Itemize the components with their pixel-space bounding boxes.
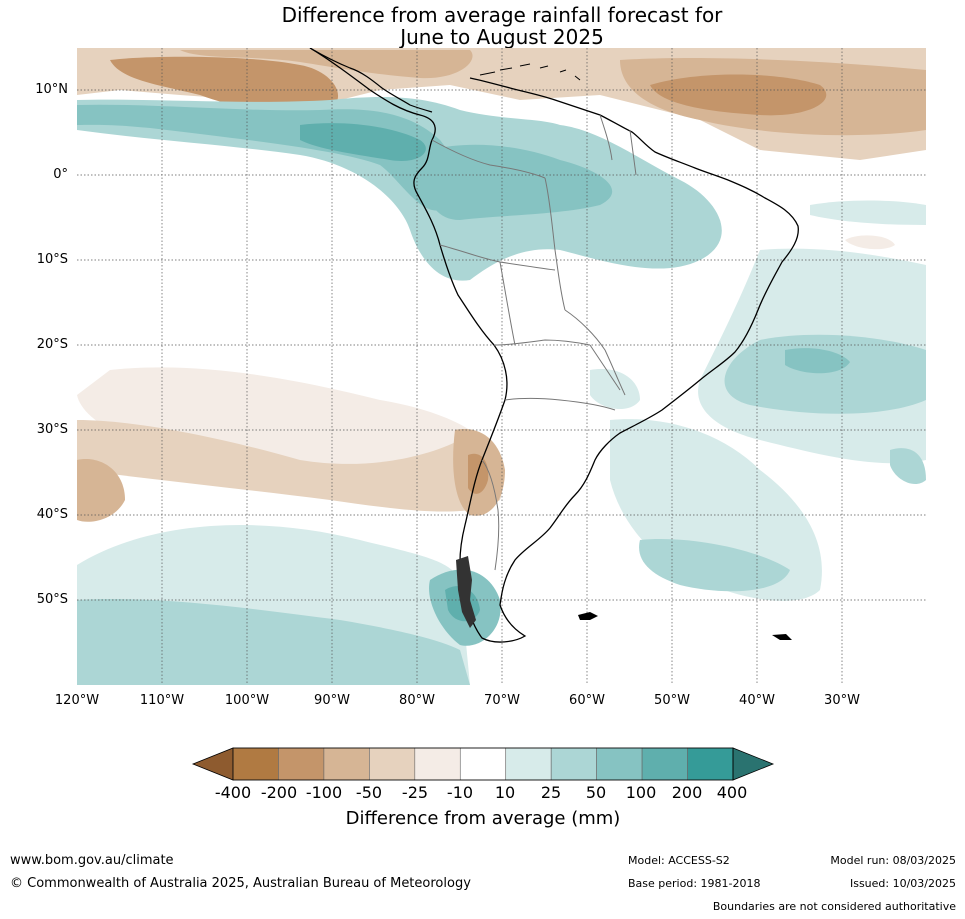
colorbar-swatch: [550, 747, 597, 781]
anomaly-fields: [77, 48, 926, 685]
lat-label-10s: 10°S: [36, 252, 68, 267]
dry-far-west: [77, 459, 125, 522]
colorbar-label: 25: [540, 783, 562, 802]
dry-core-east-2: [650, 74, 827, 116]
lon-label-90w: 90°W: [314, 693, 350, 708]
colorbar-swatch: [278, 747, 325, 781]
colorbar-border: [232, 747, 734, 781]
colorbar-label: -10: [446, 783, 474, 802]
dry-atlantic-patch: [845, 235, 895, 250]
wet-east-far: [890, 448, 926, 485]
wet-east-amazon: [607, 200, 721, 251]
caribbean-islands: [479, 63, 581, 81]
lon-label-40w: 40°W: [739, 693, 775, 708]
footer-url: www.bom.gov.au/climate: [10, 853, 174, 868]
colorbar-swatch: [596, 747, 643, 781]
colorbar-label: -100: [305, 783, 343, 802]
lat-label-40s: 40°S: [36, 507, 68, 522]
lon-label-120w: 120°W: [54, 693, 100, 708]
central-america-coastline: [309, 48, 433, 113]
lat-label-10n: 10°N: [35, 82, 68, 97]
title-line-2: June to August 2025: [400, 25, 604, 49]
colorbar-label: -25: [401, 783, 429, 802]
lat-label-50s: 50°S: [36, 592, 68, 607]
colorbar-swatch: [687, 747, 734, 781]
lon-label-50w: 50°W: [654, 693, 690, 708]
colorbar-label: -400: [214, 783, 252, 802]
footer-model-run: Model run: 08/03/2025: [830, 854, 956, 867]
colorbar-title: Difference from average (mm): [345, 808, 621, 829]
falkland-islands: [578, 612, 598, 620]
wet-la-plata: [590, 369, 640, 410]
lat-label-20s: 20°S: [36, 337, 68, 352]
colorbar-label: -200: [260, 783, 298, 802]
colorbar-swatch: [369, 747, 416, 781]
lon-label-100w: 100°W: [224, 693, 270, 708]
south-georgia: [772, 634, 792, 640]
colorbar-label: 10: [494, 783, 516, 802]
dry-core-north-2: [180, 50, 473, 79]
country-borders: [431, 114, 637, 571]
colorbar-extend-high: [732, 747, 775, 781]
colorbar-label: 200: [671, 783, 703, 802]
colorbar-label: 400: [716, 783, 748, 802]
chile-fjords: [456, 556, 476, 628]
wet-band-equator: [77, 97, 722, 281]
wet-southern-ocean-mid: [77, 599, 470, 685]
colorbar-swatch: [641, 747, 688, 781]
dry-core-north-1: [110, 56, 339, 115]
colorbar-swatch: [414, 747, 461, 781]
lon-label-70w: 70°W: [484, 693, 520, 708]
gridlines: [77, 48, 926, 685]
footer-model: Model: ACCESS-S2: [628, 854, 730, 867]
wet-south-atlantic-mid: [724, 334, 926, 414]
dry-pacific-core: [77, 420, 503, 512]
lat-label-0: 0°: [53, 167, 68, 182]
colorbar: [191, 747, 775, 781]
lon-label-110w: 110°W: [139, 693, 185, 708]
colorbar-swatch: [232, 747, 279, 781]
colorbar-label: -50: [355, 783, 383, 802]
lon-label-30w: 30°W: [824, 693, 860, 708]
lon-label-80w: 80°W: [399, 693, 435, 708]
wet-atlantic-tropical: [810, 200, 926, 225]
wet-amazon: [426, 144, 613, 220]
wet-patagonia-shelf-mid: [639, 539, 790, 592]
wet-band-core: [300, 123, 426, 161]
footer-copyright: © Commonwealth of Australia 2025, Austra…: [10, 876, 471, 891]
colorbar-swatch: [459, 747, 507, 781]
wet-south-atlantic-core: [785, 348, 850, 374]
colorbar-label: 50: [585, 783, 607, 802]
map-title: Difference from average rainfall forecas…: [77, 4, 927, 48]
footer-issued: Issued: 10/03/2025: [849, 877, 956, 890]
colorbar-label: 100: [625, 783, 657, 802]
lat-label-30s: 30°S: [36, 422, 68, 437]
south-america-coastline: [309, 48, 799, 643]
footer-disclaimer: Boundaries are not considered authoritat…: [712, 900, 956, 913]
colorbar-swatch: [323, 747, 370, 781]
colorbar-extend-low: [191, 747, 234, 781]
dry-pacific-band: [77, 367, 490, 484]
lon-label-60w: 60°W: [569, 693, 605, 708]
colorbar-swatch: [505, 747, 552, 781]
footer-base-period: Base period: 1981-2018: [628, 877, 761, 890]
dry-chile-inner: [468, 453, 489, 494]
title-line-1: Difference from average rainfall forecas…: [281, 3, 723, 27]
